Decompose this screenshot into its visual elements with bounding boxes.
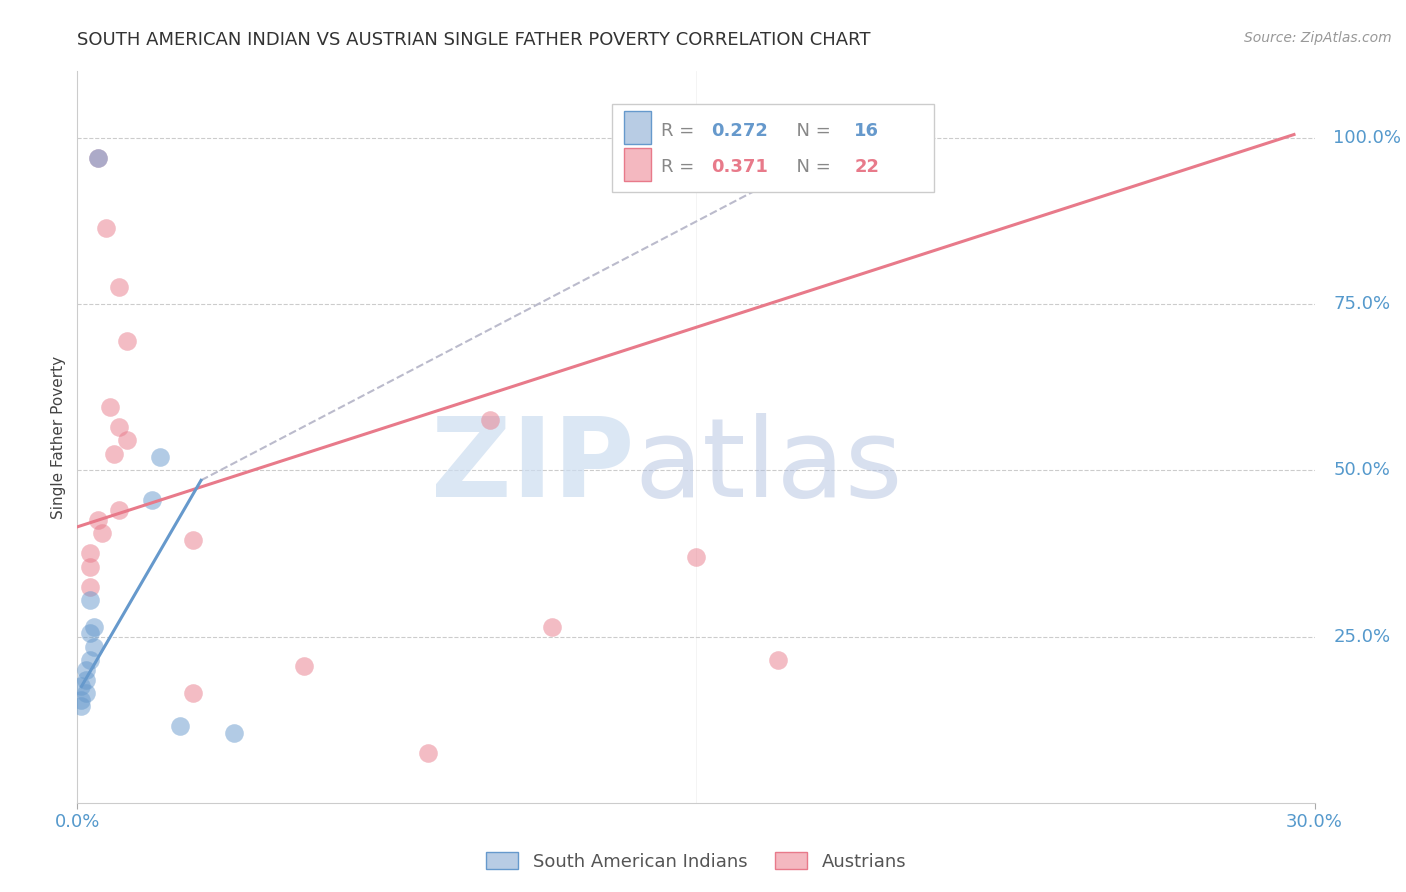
Point — [83, 619, 105, 633]
Point — [292, 659, 315, 673]
Point — [107, 280, 129, 294]
Text: 0.272: 0.272 — [711, 121, 768, 140]
Point — [181, 533, 204, 548]
Y-axis label: Single Father Poverty: Single Father Poverty — [51, 356, 66, 518]
Point — [416, 746, 439, 760]
Text: 100.0%: 100.0% — [1333, 128, 1402, 147]
Point — [75, 686, 97, 700]
Text: Source: ZipAtlas.com: Source: ZipAtlas.com — [1244, 31, 1392, 45]
Point — [98, 400, 121, 414]
Point — [103, 447, 125, 461]
Point — [79, 653, 101, 667]
FancyBboxPatch shape — [612, 104, 934, 192]
Legend: South American Indians, Austrians: South American Indians, Austrians — [478, 846, 914, 878]
Text: R =: R = — [661, 159, 700, 177]
Point — [87, 151, 110, 165]
FancyBboxPatch shape — [624, 148, 651, 181]
Point — [91, 526, 114, 541]
Point — [79, 593, 101, 607]
Point — [141, 493, 163, 508]
Point — [70, 692, 93, 706]
Text: 75.0%: 75.0% — [1333, 295, 1391, 313]
Point — [79, 559, 101, 574]
Point — [685, 549, 707, 564]
Point — [222, 726, 245, 740]
Point — [79, 626, 101, 640]
Point — [87, 513, 110, 527]
Text: 22: 22 — [855, 159, 879, 177]
Point — [107, 420, 129, 434]
Point — [478, 413, 501, 427]
Text: ZIP: ZIP — [430, 413, 634, 520]
Point — [149, 450, 172, 464]
Text: 16: 16 — [855, 121, 879, 140]
Text: atlas: atlas — [634, 413, 903, 520]
Point — [70, 699, 93, 714]
Point — [169, 719, 191, 733]
Text: 0.371: 0.371 — [711, 159, 768, 177]
Point — [79, 546, 101, 560]
FancyBboxPatch shape — [624, 111, 651, 144]
Point — [107, 503, 129, 517]
Point — [768, 653, 790, 667]
Text: 50.0%: 50.0% — [1333, 461, 1391, 479]
Point — [87, 151, 110, 165]
Point — [540, 619, 562, 633]
Point — [75, 663, 97, 677]
Point — [75, 673, 97, 687]
Text: SOUTH AMERICAN INDIAN VS AUSTRIAN SINGLE FATHER POVERTY CORRELATION CHART: SOUTH AMERICAN INDIAN VS AUSTRIAN SINGLE… — [77, 31, 870, 49]
Point — [70, 680, 93, 694]
Point — [181, 686, 204, 700]
Text: 25.0%: 25.0% — [1333, 628, 1391, 646]
Point — [83, 640, 105, 654]
Point — [115, 334, 138, 348]
Point — [79, 580, 101, 594]
Point — [96, 220, 118, 235]
Point — [115, 434, 138, 448]
Text: N =: N = — [785, 159, 837, 177]
Text: R =: R = — [661, 121, 700, 140]
Text: N =: N = — [785, 121, 837, 140]
